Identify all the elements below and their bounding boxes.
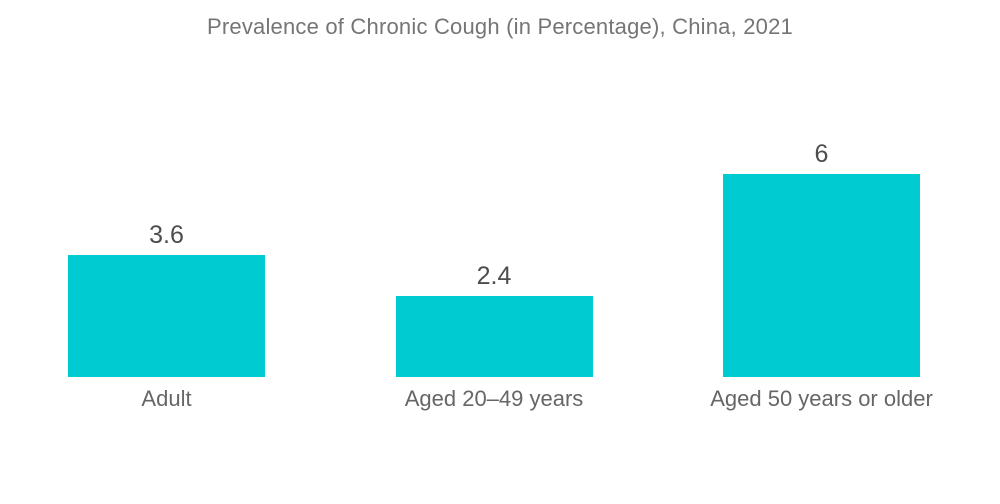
chart-title: Prevalence of Chronic Cough (in Percenta… xyxy=(207,14,793,39)
bar-group: 2.4 Aged 20–49 years xyxy=(395,262,593,411)
bar-group: 3.6 Adult xyxy=(68,221,265,411)
bar-value-label: 3.6 xyxy=(149,221,184,249)
bar-category-label: Adult xyxy=(141,386,192,411)
bar-chart: 3.6 Adult 2.4 Aged 20–49 years 6 Aged 50… xyxy=(68,0,933,412)
bar-rect xyxy=(68,255,265,377)
bar-value-label: 2.4 xyxy=(476,262,512,290)
bar-rect xyxy=(723,174,920,377)
bar-rect xyxy=(395,296,593,377)
bar-category-label: Aged 50 years or older xyxy=(710,386,933,411)
bar-group: 6 Aged 50 years or older xyxy=(710,140,933,412)
bar-category-label: Aged 20–49 years xyxy=(404,386,584,411)
bar-value-label: 6 xyxy=(814,140,829,168)
